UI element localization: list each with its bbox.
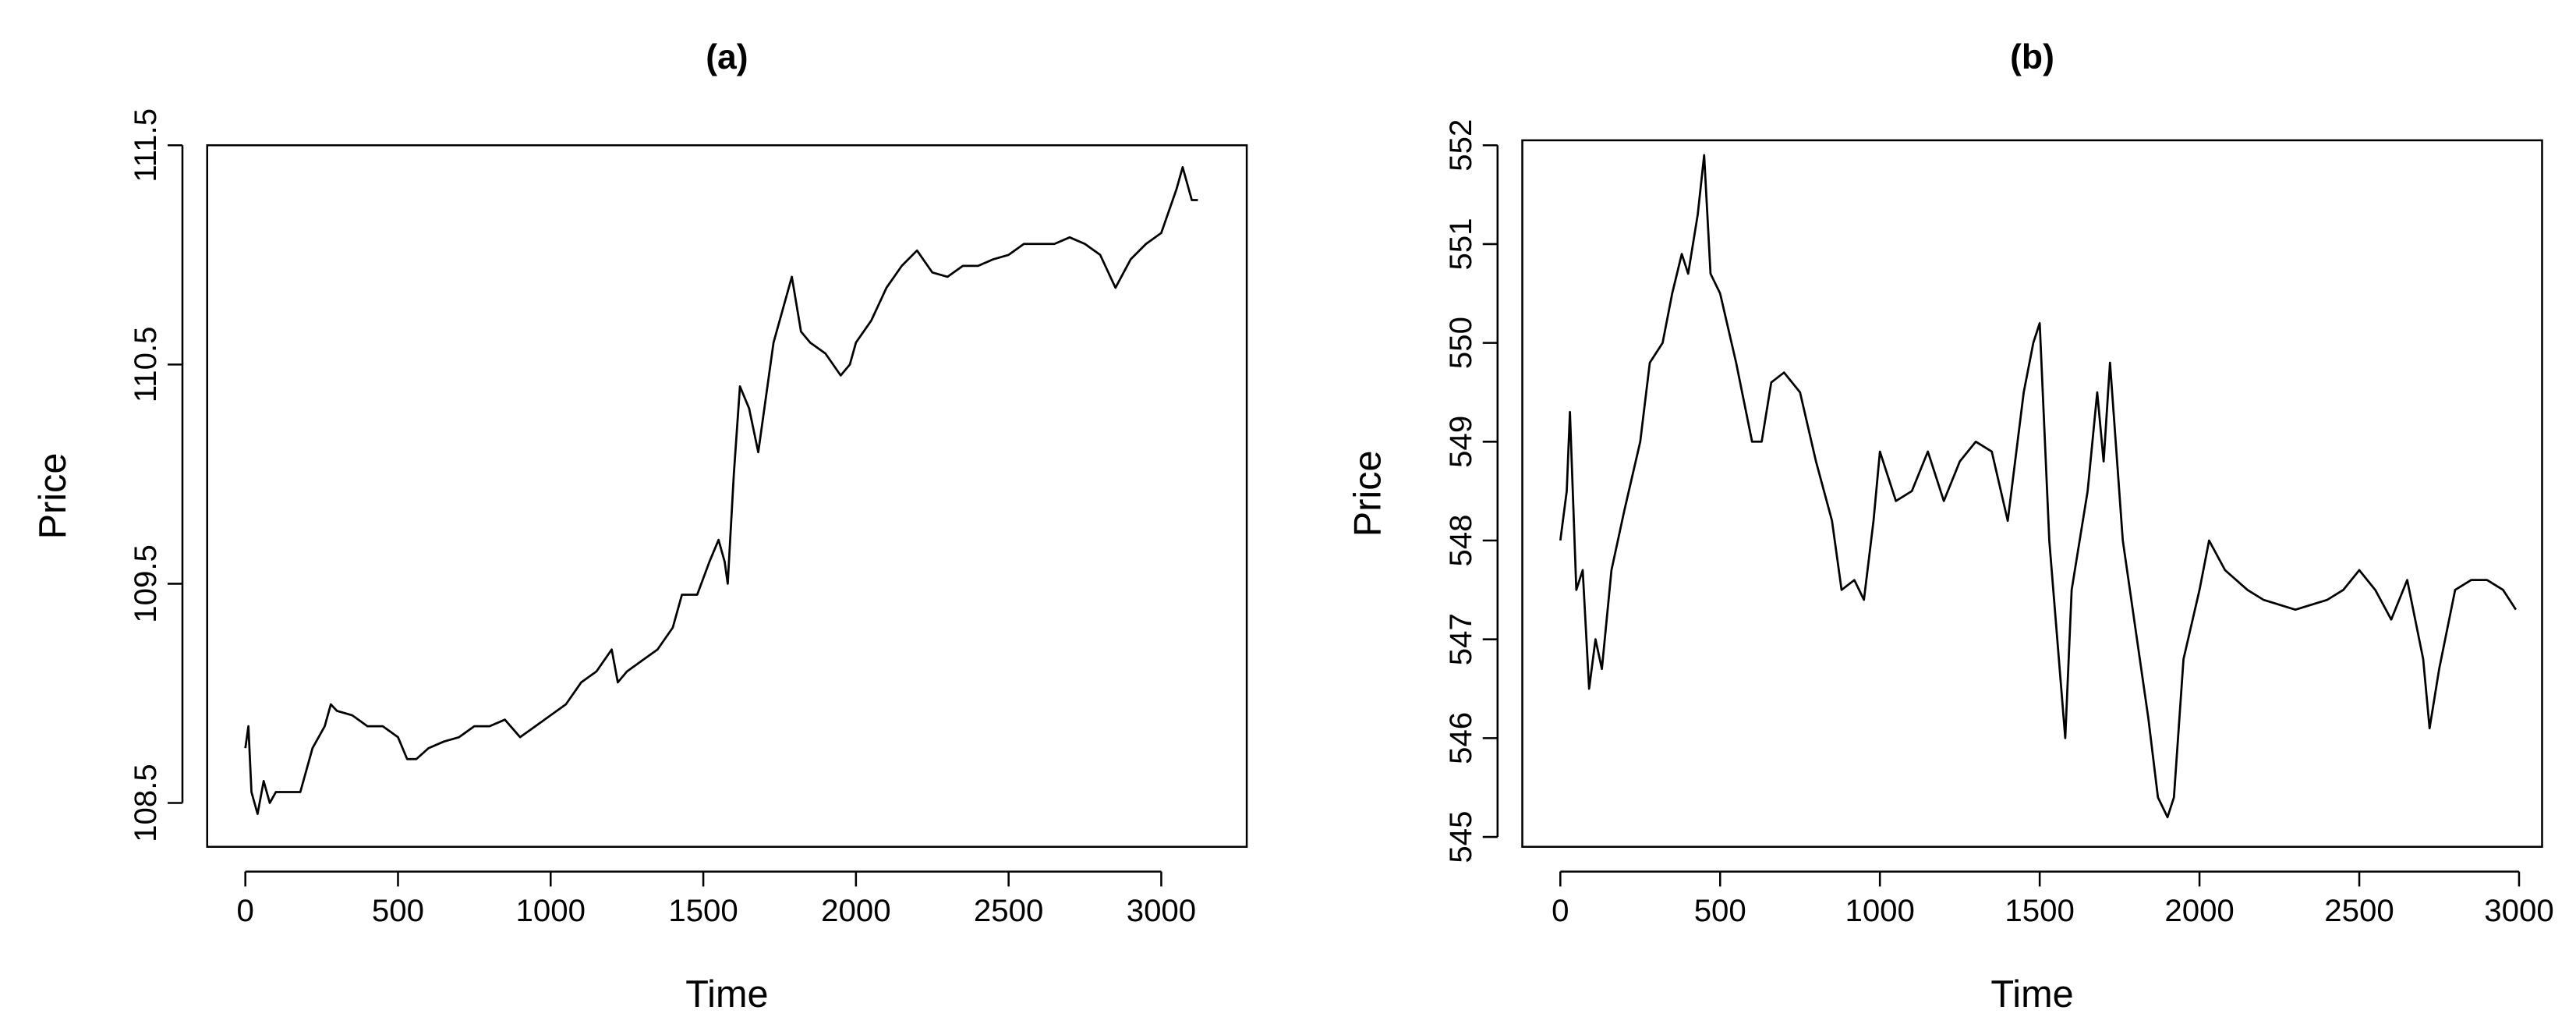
y-tick-label: 545 bbox=[1443, 811, 1478, 863]
x-tick-label: 2500 bbox=[2324, 893, 2394, 928]
y-tick-label: 552 bbox=[1443, 119, 1478, 172]
y-tick-label: 546 bbox=[1443, 712, 1478, 764]
chart-title: (a) bbox=[706, 38, 748, 76]
x-tick-label: 2000 bbox=[2164, 893, 2234, 928]
x-tick-label: 3000 bbox=[2484, 893, 2553, 928]
price-line bbox=[244, 165, 1198, 815]
x-tick-label: 0 bbox=[237, 893, 254, 928]
x-tick-label: 3000 bbox=[1127, 893, 1196, 928]
x-axis-label: Time bbox=[1990, 973, 2073, 1016]
y-tick-label: 109.5 bbox=[128, 544, 163, 623]
y-tick-label: 550 bbox=[1443, 317, 1478, 369]
y-tick-label: 111.5 bbox=[128, 108, 163, 183]
x-tick-label: 1000 bbox=[516, 893, 586, 928]
plot-frame bbox=[206, 144, 1248, 848]
y-tick-label: 110.5 bbox=[128, 327, 163, 403]
x-tick-label: 2000 bbox=[821, 893, 890, 928]
y-tick-label: 108.5 bbox=[128, 764, 163, 842]
chart-title: (b) bbox=[2010, 38, 2054, 76]
x-tick-label: 2500 bbox=[974, 893, 1043, 928]
x-tick-label: 500 bbox=[372, 893, 424, 928]
x-tick-label: 0 bbox=[1552, 893, 1569, 928]
price-line bbox=[1559, 154, 2518, 819]
y-tick-label: 551 bbox=[1443, 218, 1478, 270]
y-axis-label: Price bbox=[32, 453, 74, 540]
x-axis-label: Time bbox=[685, 973, 768, 1016]
y-tick-label: 548 bbox=[1443, 514, 1478, 566]
x-tick-label: 1500 bbox=[2005, 893, 2074, 928]
x-tick-label: 500 bbox=[1694, 893, 1746, 928]
y-axis-label: Price bbox=[1347, 450, 1389, 537]
plot-frame bbox=[1521, 139, 2543, 848]
x-tick-label: 1500 bbox=[668, 893, 738, 928]
x-tick-label: 1000 bbox=[1845, 893, 1914, 928]
y-tick-label: 547 bbox=[1443, 613, 1478, 665]
y-tick-label: 549 bbox=[1443, 416, 1478, 468]
